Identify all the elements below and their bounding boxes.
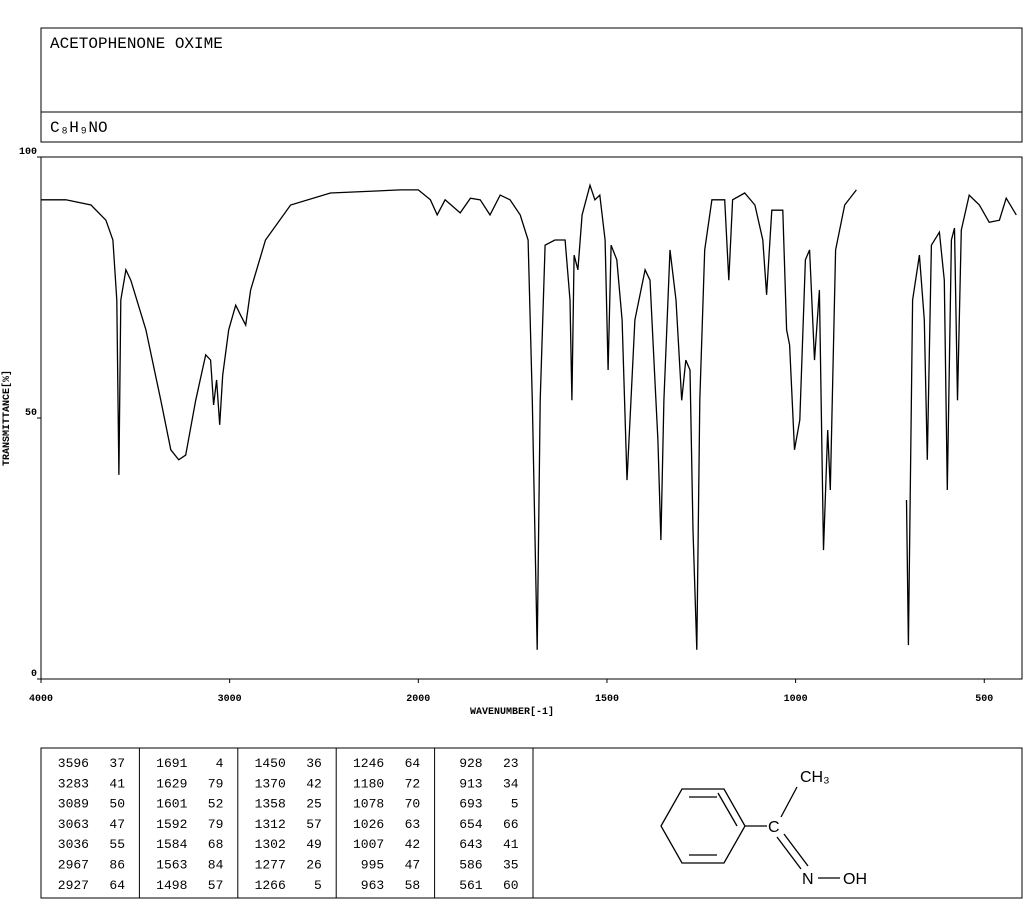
y-axis-label: TRANSMITTANCE[%] <box>1 370 13 466</box>
peak-wavenumber: 1592 <box>156 817 187 832</box>
peak-transmittance: 36 <box>306 756 322 771</box>
peak-transmittance: 42 <box>405 837 421 852</box>
peak-wavenumber: 1563 <box>156 858 187 873</box>
peak-transmittance: 26 <box>306 858 322 873</box>
peak-transmittance: 34 <box>503 776 519 791</box>
peak-wavenumber: 995 <box>361 858 384 873</box>
peak-wavenumber: 963 <box>361 878 384 893</box>
peak-wavenumber: 1584 <box>156 837 187 852</box>
peak-wavenumber: 913 <box>459 776 482 791</box>
peak-transmittance: 5 <box>511 797 519 812</box>
y-tick-label: 0 <box>31 669 37 680</box>
peak-wavenumber: 1078 <box>353 797 384 812</box>
peak-transmittance: 35 <box>503 858 519 873</box>
peak-transmittance: 79 <box>208 817 224 832</box>
peak-transmittance: 68 <box>208 837 224 852</box>
peak-transmittance: 50 <box>109 797 125 812</box>
peak-wavenumber: 643 <box>459 837 482 852</box>
table-frame <box>40 747 1023 899</box>
peak-transmittance: 57 <box>208 878 224 893</box>
x-tick-label: 1000 <box>784 694 808 705</box>
x-tick-label: 4000 <box>29 694 53 705</box>
peak-wavenumber: 1312 <box>255 817 286 832</box>
formula-box <box>40 111 1023 143</box>
spectrum-line <box>41 182 1017 650</box>
peak-wavenumber: 586 <box>459 858 482 873</box>
peak-wavenumber: 1246 <box>353 756 384 771</box>
peak-wavenumber: 1026 <box>353 817 384 832</box>
peak-transmittance: 79 <box>208 776 224 791</box>
peak-wavenumber: 561 <box>459 878 483 893</box>
peak-transmittance: 63 <box>405 817 421 832</box>
peak-wavenumber: 3089 <box>58 797 89 812</box>
nitrogen-label: N <box>802 871 814 888</box>
compound-name: ACETOPHENONE OXIME <box>50 35 223 53</box>
peak-transmittance: 23 <box>503 756 519 771</box>
peak-transmittance: 37 <box>109 756 125 771</box>
methyl-label: CH₃ <box>800 769 830 786</box>
double-bond <box>783 833 809 867</box>
peak-wavenumber: 1277 <box>255 858 286 873</box>
peak-transmittance: 5 <box>314 878 322 893</box>
peak-transmittance: 42 <box>306 776 322 791</box>
x-tick-label: 2000 <box>406 694 430 705</box>
peak-wavenumber: 693 <box>459 797 482 812</box>
peak-transmittance: 70 <box>405 797 421 812</box>
peak-wavenumber: 2927 <box>58 878 89 893</box>
y-tick-label: 100 <box>19 147 37 158</box>
peak-wavenumber: 928 <box>459 756 482 771</box>
peak-wavenumber: 1302 <box>255 837 286 852</box>
peak-wavenumber: 1691 <box>156 756 187 771</box>
peak-transmittance: 60 <box>503 878 519 893</box>
carbon-label: C <box>768 819 780 836</box>
peak-transmittance: 58 <box>405 878 421 893</box>
peak-transmittance: 57 <box>306 817 322 832</box>
x-tick-label: 1500 <box>595 694 619 705</box>
peak-wavenumber: 1180 <box>353 776 384 791</box>
peak-wavenumber: 1266 <box>255 878 286 893</box>
plot-frame <box>40 156 1023 680</box>
formula: C₈H₉NO <box>50 119 108 137</box>
peak-wavenumber: 1370 <box>255 776 286 791</box>
peak-wavenumber: 3063 <box>58 817 89 832</box>
y-tick-label: 50 <box>25 408 37 419</box>
x-axis-label: WAVENUMBER[-1] <box>470 706 554 718</box>
peak-transmittance: 52 <box>208 797 224 812</box>
peak-wavenumber: 1358 <box>255 797 286 812</box>
peak-wavenumber: 2967 <box>58 858 89 873</box>
peak-wavenumber: 1007 <box>353 837 384 852</box>
peak-transmittance: 49 <box>306 837 322 852</box>
x-tick-label: 3000 <box>218 694 242 705</box>
peak-wavenumber: 1450 <box>255 756 286 771</box>
x-tick-label: 500 <box>975 694 993 705</box>
peak-wavenumber: 3596 <box>58 756 89 771</box>
peak-wavenumber: 3036 <box>58 837 89 852</box>
ring-double-bond <box>717 792 738 827</box>
peak-transmittance: 25 <box>306 797 322 812</box>
peak-wavenumber: 1629 <box>156 776 187 791</box>
peak-transmittance: 72 <box>405 776 421 791</box>
peak-transmittance: 4 <box>216 756 224 771</box>
peak-transmittance: 41 <box>109 776 125 791</box>
peak-wavenumber: 3283 <box>58 776 89 791</box>
peak-transmittance: 41 <box>503 837 519 852</box>
peak-transmittance: 47 <box>405 858 421 873</box>
benzene-ring <box>660 788 746 864</box>
peak-wavenumber: 654 <box>459 817 483 832</box>
peak-transmittance: 84 <box>208 858 224 873</box>
peak-transmittance: 55 <box>109 837 125 852</box>
peak-transmittance: 86 <box>109 858 125 873</box>
structure-drawing <box>660 786 840 879</box>
peak-transmittance: 64 <box>405 756 421 771</box>
peak-transmittance: 64 <box>109 878 125 893</box>
hydroxyl-label: OH <box>843 871 867 888</box>
peak-transmittance: 47 <box>109 817 125 832</box>
bond <box>780 786 798 818</box>
peak-wavenumber: 1601 <box>156 797 187 812</box>
double-bond <box>776 836 802 870</box>
peak-wavenumber: 1498 <box>156 878 187 893</box>
peak-transmittance: 66 <box>503 817 519 832</box>
